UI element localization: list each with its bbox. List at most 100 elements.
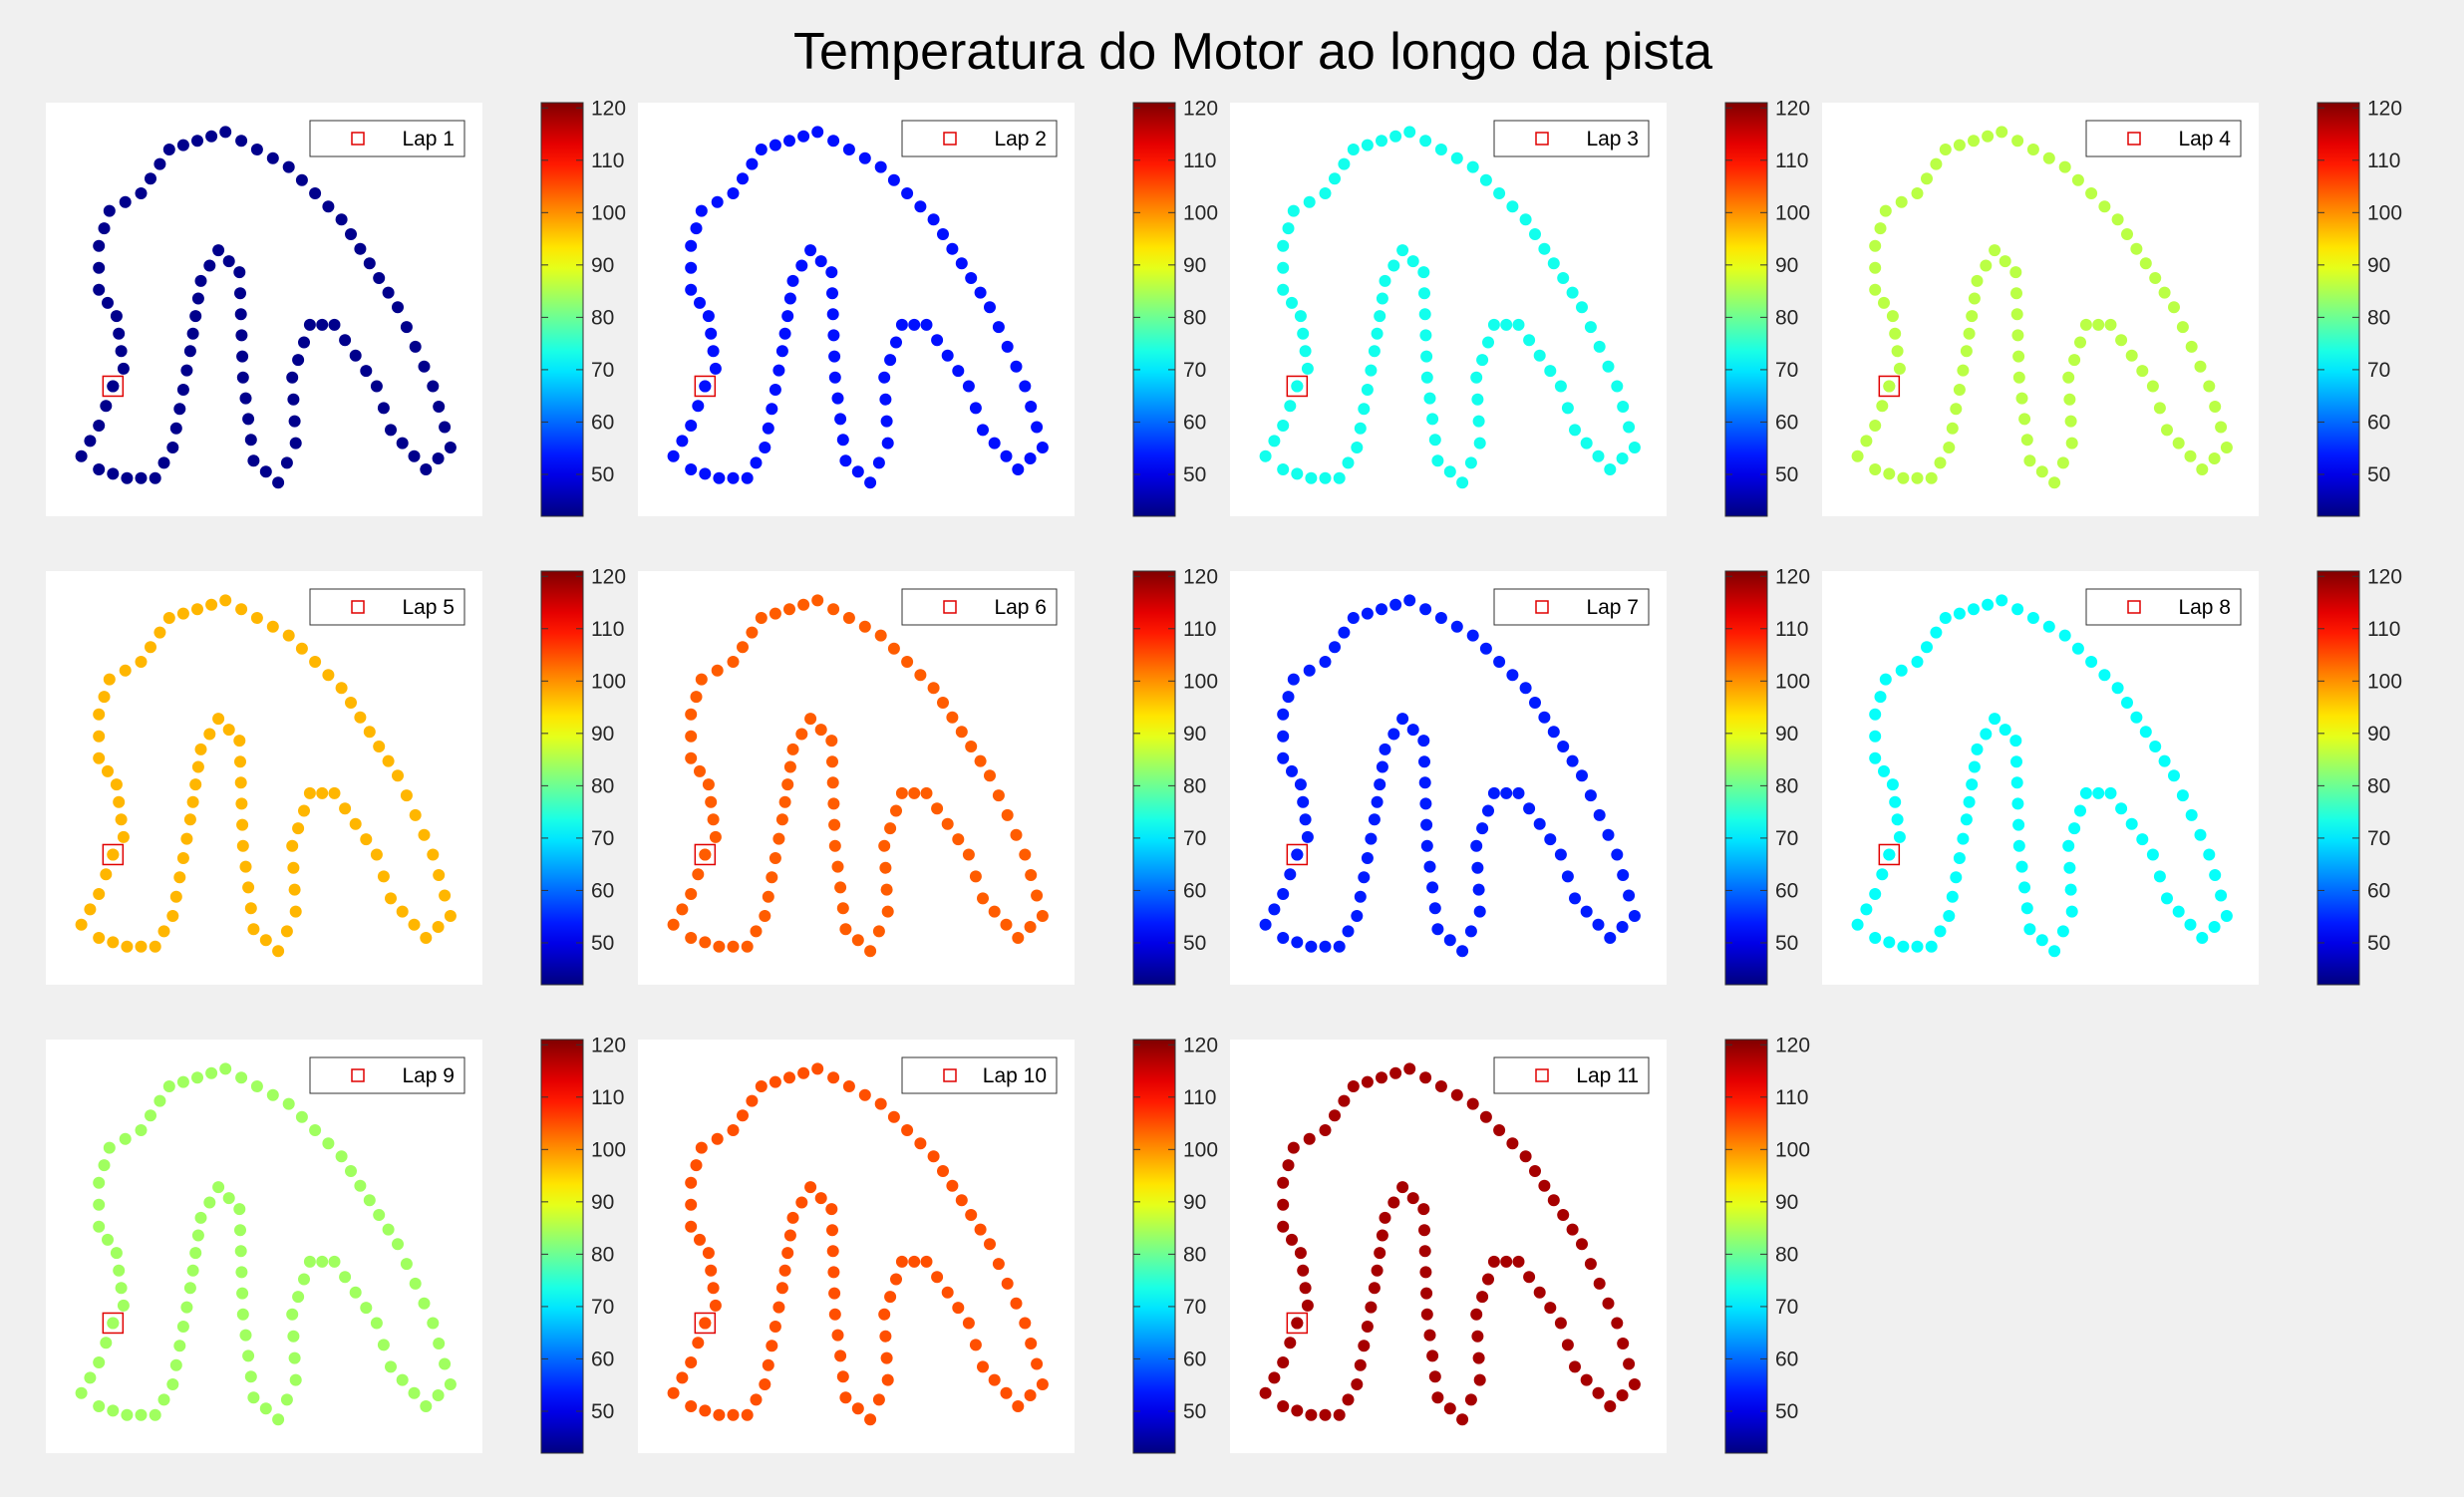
data-point <box>2220 442 2233 453</box>
data-point <box>339 802 352 815</box>
data-point <box>439 1357 452 1370</box>
colorbar-tick-label: 80 <box>1183 306 1206 329</box>
data-point <box>169 422 182 435</box>
data-point <box>339 1271 352 1284</box>
data-point <box>2220 910 2233 922</box>
data-point <box>427 848 440 861</box>
data-point <box>1025 869 1038 881</box>
data-point <box>1301 1299 1314 1312</box>
colorbar-tick-label: 70 <box>591 1296 614 1319</box>
data-point <box>335 1150 348 1163</box>
colorbar-tick-label: 60 <box>1775 411 1798 434</box>
data-point <box>385 892 397 905</box>
data-point <box>711 1132 724 1145</box>
data-point <box>2194 360 2207 373</box>
data-point <box>969 1339 982 1351</box>
data-point <box>247 454 260 467</box>
data-point <box>1869 751 1882 764</box>
data-point <box>2130 242 2143 255</box>
data-point <box>84 435 97 448</box>
colorbar-tick-label: 110 <box>591 150 624 172</box>
data-point <box>244 1370 257 1383</box>
data-point <box>1277 708 1290 721</box>
data-point <box>992 321 1005 334</box>
data-point <box>349 349 362 362</box>
data-point <box>741 471 754 484</box>
colorbar-tick-label: 50 <box>2367 463 2390 486</box>
data-point <box>286 371 299 384</box>
data-point <box>180 364 193 377</box>
data-point <box>1301 830 1314 843</box>
data-point <box>377 870 390 883</box>
data-point <box>1939 612 1952 624</box>
data-point <box>1547 1194 1560 1207</box>
data-point <box>2018 413 2031 426</box>
data-point <box>692 400 705 413</box>
data-point <box>914 1137 927 1150</box>
data-point <box>1623 1357 1636 1370</box>
data-point <box>1277 1400 1290 1412</box>
data-point <box>280 456 293 469</box>
data-point <box>1470 839 1483 852</box>
data-point <box>1010 1297 1023 1310</box>
data-point <box>363 257 376 270</box>
data-point <box>1487 318 1500 331</box>
data-point <box>879 393 892 406</box>
data-point <box>827 1071 840 1084</box>
data-point <box>2158 286 2171 299</box>
colorbar-tick-label: 100 <box>1183 1138 1218 1161</box>
data-point <box>1464 456 1477 469</box>
data-point <box>695 1141 708 1154</box>
data-point <box>115 345 128 358</box>
data-point <box>382 286 395 299</box>
data-point <box>920 786 933 799</box>
colorbar-tick-label: 110 <box>2367 618 2400 641</box>
data-point <box>709 1299 722 1312</box>
data-point <box>194 274 207 287</box>
data-point <box>1361 852 1374 864</box>
data-point <box>1529 697 1541 709</box>
data-point <box>676 435 689 448</box>
data-point <box>247 1391 260 1404</box>
data-point <box>834 1349 847 1362</box>
data-point <box>2115 334 2128 347</box>
data-point <box>914 669 927 682</box>
data-point <box>1616 452 1629 464</box>
data-point <box>834 413 847 426</box>
data-point <box>1387 1196 1400 1209</box>
data-point <box>1319 187 1332 199</box>
data-point <box>194 1211 207 1224</box>
data-point <box>1592 1386 1605 1399</box>
data-point <box>1361 139 1374 151</box>
data-point <box>887 1110 900 1123</box>
data-point <box>699 1404 712 1417</box>
data-point <box>1482 336 1494 349</box>
data-point <box>727 1408 740 1421</box>
data-point <box>157 456 170 469</box>
data-point <box>755 144 768 155</box>
data-point <box>233 266 246 279</box>
data-point <box>1602 1297 1615 1310</box>
data-point <box>2085 656 2098 668</box>
data-point <box>1544 365 1557 378</box>
colorbar-tick-label: 60 <box>1775 1347 1798 1370</box>
data-point <box>1358 403 1371 416</box>
data-point <box>878 839 891 852</box>
data-point <box>377 1339 390 1351</box>
data-point <box>169 1358 182 1371</box>
data-point <box>1466 160 1479 173</box>
legend-label: Lap 8 <box>2178 596 2231 619</box>
data-point <box>98 1159 111 1172</box>
data-point <box>772 364 785 377</box>
data-point <box>946 711 959 724</box>
data-point <box>778 795 791 808</box>
data-point <box>1897 940 1910 953</box>
data-point <box>705 327 718 340</box>
data-point <box>1287 204 1300 217</box>
data-point <box>1423 860 1436 873</box>
data-point <box>360 833 373 846</box>
data-point <box>2020 434 2033 447</box>
data-point <box>962 848 975 861</box>
data-point <box>154 1094 166 1107</box>
data-point <box>191 603 203 616</box>
